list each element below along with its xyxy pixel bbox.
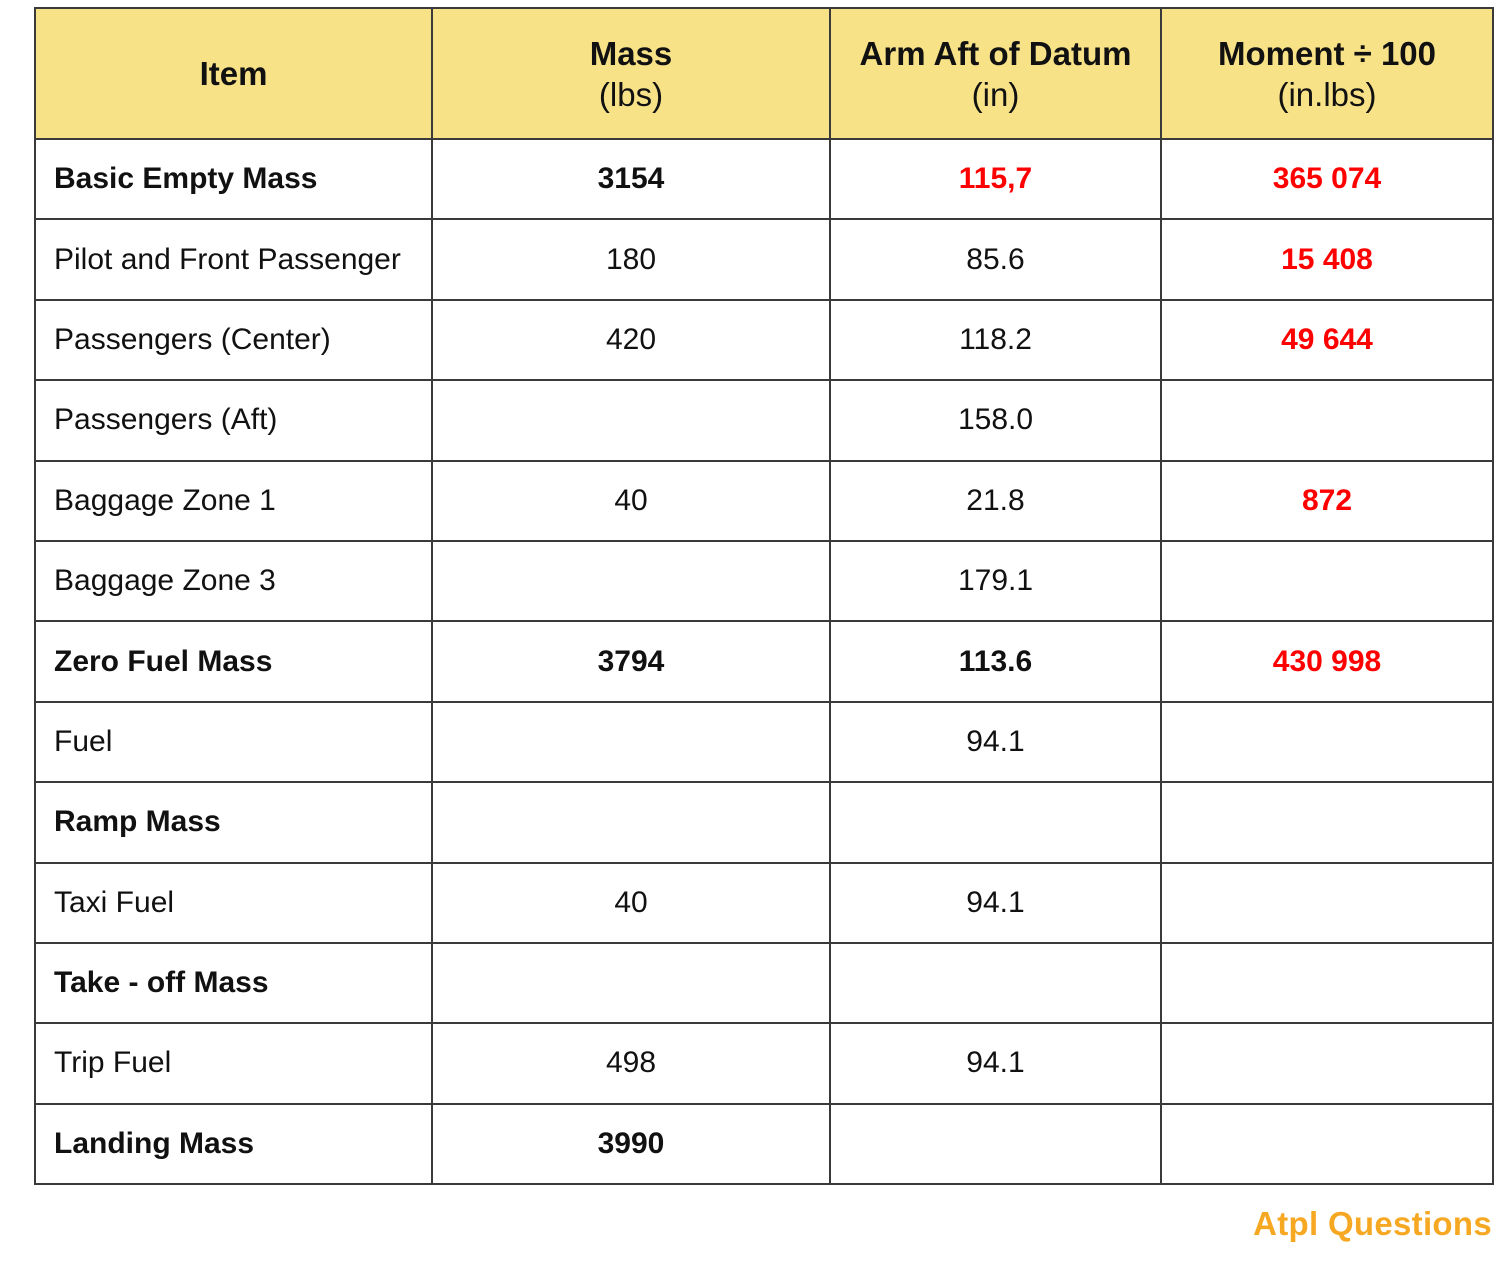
weight-balance-table: Item Mass (lbs) Arm Aft of Datum (in) Mo… [34, 7, 1494, 1186]
cell-arm [829, 781, 1162, 864]
cell-item: Basic Empty Mass [34, 137, 433, 221]
cell-mass: 180 [431, 218, 831, 301]
cell-mass: 420 [431, 298, 831, 382]
header-mass: Mass (lbs) [431, 7, 831, 140]
cell-moment: 365 074 [1160, 137, 1494, 221]
cell-arm: 118.2 [829, 298, 1162, 382]
cell-moment [1160, 861, 1494, 944]
cell-moment: 49 644 [1160, 298, 1494, 382]
cell-mass: 40 [431, 459, 831, 542]
cell-mass: 3154 [431, 137, 831, 221]
header-item-label: Item [199, 55, 268, 92]
cell-moment: 872 [1160, 459, 1494, 542]
header-row: Item Mass (lbs) Arm Aft of Datum (in) Mo… [34, 7, 1494, 140]
table-body: Basic Empty Mass 3154 115,7 365 074 Pilot an… [34, 137, 1494, 1186]
cell-arm [829, 1102, 1162, 1186]
cell-mass: 40 [431, 861, 831, 944]
table-row: Passengers (Aft) 158.0 [34, 379, 1494, 462]
header-arm-unit: (in) [971, 75, 1020, 113]
cell-item: Take - off Mass [34, 941, 433, 1025]
cell-item: Landing Mass [34, 1102, 433, 1186]
header-item: Item [34, 7, 433, 140]
brand-logo: Atpl Questions [1253, 1205, 1492, 1242]
cell-mass: 3990 [431, 1102, 831, 1186]
cell-arm: 158.0 [829, 379, 1162, 462]
cell-mass: 3794 [431, 620, 831, 703]
table-row: Baggage Zone 3 179.1 [34, 539, 1494, 623]
cell-mass [431, 700, 831, 784]
table-row: Baggage Zone 1 40 21.8 872 [34, 459, 1494, 542]
header-moment-unit: (in.lbs) [1277, 75, 1377, 113]
cell-mass [431, 379, 831, 462]
table-row: Zero Fuel Mass 3794 113.6 430 998 [34, 620, 1494, 703]
cell-item: Zero Fuel Mass [34, 620, 433, 703]
table-row: Landing Mass 3990 [34, 1102, 1494, 1186]
cell-arm: 94.1 [829, 1022, 1162, 1105]
header-arm: Arm Aft of Datum (in) [829, 7, 1162, 140]
cell-item: Pilot and Front Passenger [34, 218, 433, 301]
cell-mass [431, 539, 831, 623]
header-mass-unit: (lbs) [598, 75, 664, 113]
cell-arm [829, 941, 1162, 1025]
cell-item: Baggage Zone 3 [34, 539, 433, 623]
cell-arm: 113.6 [829, 620, 1162, 703]
cell-item: Taxi Fuel [34, 861, 433, 944]
cell-item: Trip Fuel [34, 1022, 433, 1105]
header-arm-label: Arm Aft of Datum [859, 34, 1132, 72]
header-mass-label: Mass [589, 34, 673, 72]
cell-item: Passengers (Aft) [34, 379, 433, 462]
cell-moment [1160, 941, 1494, 1025]
cell-mass: 498 [431, 1022, 831, 1105]
cell-item: Passengers (Center) [34, 298, 433, 382]
table-row: Trip Fuel 498 94.1 [34, 1022, 1494, 1105]
cell-arm: 21.8 [829, 459, 1162, 542]
table-row: Ramp Mass [34, 781, 1494, 864]
cell-moment [1160, 1022, 1494, 1105]
cell-moment [1160, 379, 1494, 462]
cell-moment: 430 998 [1160, 620, 1494, 703]
table-row: Basic Empty Mass 3154 115,7 365 074 [34, 137, 1494, 221]
cell-moment [1160, 539, 1494, 623]
cell-item: Ramp Mass [34, 781, 433, 864]
table-row: Passengers (Center) 420 118.2 49 644 [34, 298, 1494, 382]
cell-item: Fuel [34, 700, 433, 784]
cell-arm: 85.6 [829, 218, 1162, 301]
table-row: Taxi Fuel 40 94.1 [34, 861, 1494, 944]
cell-moment: 15 408 [1160, 218, 1494, 301]
table-header: Item Mass (lbs) Arm Aft of Datum (in) Mo… [34, 7, 1494, 140]
cell-arm: 94.1 [829, 700, 1162, 784]
cell-mass [431, 781, 831, 864]
table-row: Pilot and Front Passenger 180 85.6 15 408 [34, 218, 1494, 301]
cell-mass [431, 941, 831, 1025]
cell-arm: 115,7 [829, 137, 1162, 221]
cell-arm: 94.1 [829, 861, 1162, 944]
cell-moment [1160, 700, 1494, 784]
cell-arm: 179.1 [829, 539, 1162, 623]
table-row: Fuel 94.1 [34, 700, 1494, 784]
cell-moment [1160, 1102, 1494, 1186]
cell-item: Baggage Zone 1 [34, 459, 433, 542]
table-row: Take - off Mass [34, 941, 1494, 1025]
cell-moment [1160, 781, 1494, 864]
header-moment: Moment ÷ 100 (in.lbs) [1160, 7, 1494, 140]
header-moment-label: Moment ÷ 100 [1218, 34, 1436, 72]
